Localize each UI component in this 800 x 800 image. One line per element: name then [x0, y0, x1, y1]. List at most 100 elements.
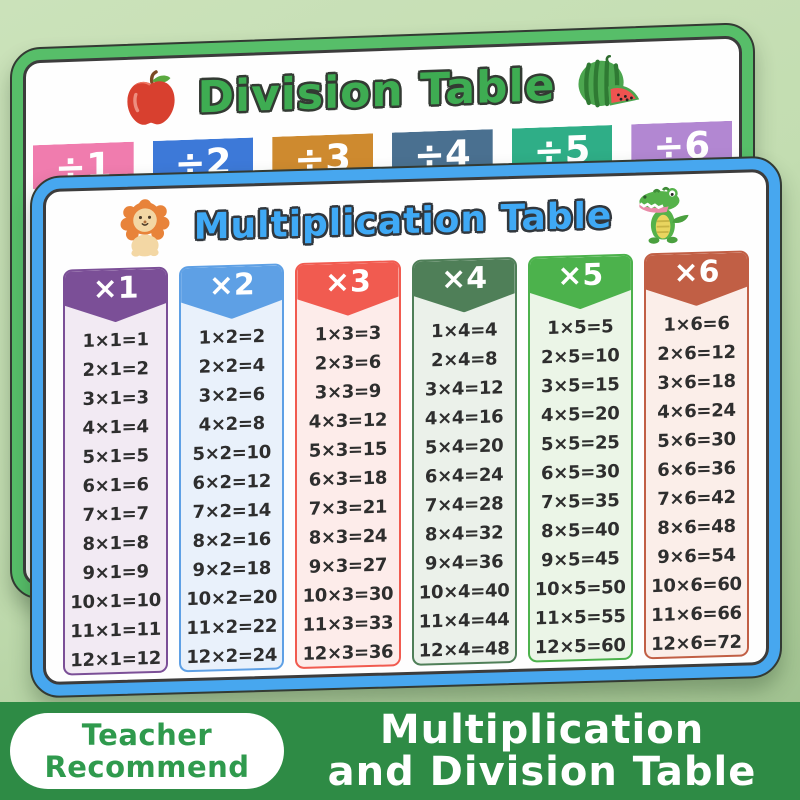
lion-icon [116, 197, 174, 259]
equation: 1×3=3 [314, 322, 382, 346]
column-rows: 1×6=6 2×6=12 3×6=18 4×6=24 5×6=30 6×6=36 7×6=4… [646, 304, 747, 659]
column-header: ×3 [297, 262, 398, 317]
equation: 1×6=6 [663, 312, 730, 336]
crocodile-icon [632, 182, 696, 246]
equation: 8×4=32 [424, 522, 504, 546]
equation: 7×2=14 [192, 499, 271, 523]
multiplication-title-row: Multiplication Table [46, 180, 766, 262]
equation: 1×5=5 [547, 316, 614, 340]
equation: 2×5=10 [541, 345, 620, 369]
equation: 8×2=16 [192, 528, 271, 552]
column-header: ×2 [181, 265, 282, 320]
teacher-recommend-badge: Teacher Recommend [10, 713, 284, 789]
equation: 11×5=55 [534, 605, 626, 630]
equation: 5×3=15 [308, 438, 388, 462]
equation: 6×2=12 [192, 470, 271, 494]
equation: 3×5=15 [541, 374, 620, 398]
column-rows: 1×2=2 2×2=4 3×2=6 4×2=8 5×2=10 6×2=12 7×2=14 8×… [181, 317, 282, 672]
equation: 12×2=24 [186, 644, 278, 669]
multiplication-column-x5: ×5 1×5=5 2×5=10 3×5=15 4×5=20 5×5=25 6×5=30 7×5… [527, 253, 633, 663]
equation: 4×6=24 [657, 399, 736, 423]
multiplication-table-poster: Multiplication Table [30, 155, 782, 699]
equation: 4×3=12 [308, 409, 388, 433]
equation: 6×3=18 [308, 467, 388, 491]
equation: 11×4=44 [418, 609, 510, 633]
equation: 8×6=48 [657, 515, 736, 539]
equation: 3×1=3 [82, 387, 149, 411]
equation: 2×4=8 [430, 348, 498, 372]
equation: 9×4=36 [424, 551, 504, 575]
equation: 9×6=54 [657, 544, 736, 568]
equation: 6×5=30 [541, 461, 620, 485]
column-rows: 1×4=4 2×4=8 3×4=12 4×4=16 5×4=20 6×4=24 7×4=28… [414, 311, 515, 666]
equation: 4×5=20 [541, 403, 620, 427]
column-header: ×1 [65, 269, 166, 324]
equation: 11×2=22 [186, 615, 278, 640]
equation: 12×1=12 [70, 647, 161, 672]
equation: 7×1=7 [82, 503, 149, 527]
equation: 10×3=30 [302, 583, 394, 607]
equation: 5×1=5 [82, 445, 149, 469]
division-title-row: Division Table [26, 47, 739, 136]
equation: 6×6=36 [657, 457, 736, 481]
equation: 11×6=66 [651, 602, 742, 627]
equation: 5×2=10 [192, 441, 271, 465]
equation: 12×6=72 [651, 631, 742, 656]
equation: 10×6=60 [651, 573, 742, 598]
equation: 4×1=4 [82, 416, 149, 440]
multiplication-poster-surface: Multiplication Table [43, 168, 769, 686]
equation: 12×5=60 [534, 634, 626, 659]
equation: 11×1=11 [70, 618, 161, 643]
division-table-poster: Division Table ÷1 ÷2 ÷3 ÷4 ÷5 ÷6 [10, 21, 755, 601]
multiplication-column-x2: ×2 1×2=2 2×2=4 3×2=6 4×2=8 5×2=10 6×2=12 7×2=14… [179, 263, 285, 673]
equation: 3×3=9 [314, 380, 382, 404]
multiplication-column-x3: ×3 1×3=3 2×3=6 3×3=9 4×3=12 5×3=15 6×3=18 7×3=2… [295, 260, 401, 670]
equation: 1×4=4 [430, 319, 498, 343]
badge-line-2: Recommend [44, 750, 250, 784]
equation: 3×4=12 [424, 377, 504, 401]
equation: 12×4=48 [418, 638, 510, 662]
equation: 5×6=30 [657, 428, 736, 452]
equation: 1×2=2 [198, 325, 265, 349]
division-title: Division Table [197, 59, 556, 123]
equation: 5×5=25 [541, 432, 620, 456]
multiplication-column-x6: ×6 1×6=6 2×6=12 3×6=18 4×6=24 5×6=30 6×6=36 7×6… [643, 250, 750, 660]
equation: 8×1=8 [82, 532, 149, 556]
badge-line-1: Teacher [81, 718, 213, 752]
equation: 4×4=16 [424, 406, 504, 430]
equation: 8×5=40 [541, 519, 620, 543]
column-header: ×4 [414, 259, 515, 314]
equation: 7×6=42 [657, 486, 736, 510]
equation: 7×5=35 [541, 490, 620, 514]
equation: 10×4=40 [418, 580, 510, 604]
multiplication-column-x1: ×1 1×1=1 2×1=2 3×1=3 4×1=4 5×1=5 6×1=6 7×1=7 8×1… [63, 266, 169, 676]
equation: 10×1=10 [70, 589, 161, 614]
equation: 6×4=24 [424, 464, 504, 488]
footer-band: Teacher Recommend Multiplication and Div… [0, 702, 800, 800]
column-header: ×5 [530, 256, 631, 311]
equation: 2×2=4 [198, 354, 265, 378]
equation: 9×1=9 [82, 561, 149, 585]
equation: 7×3=21 [308, 496, 388, 520]
equation: 2×6=12 [657, 341, 736, 365]
equation: 8×3=24 [308, 525, 388, 549]
watermelon-icon [575, 54, 641, 112]
equation: 9×5=45 [541, 548, 620, 572]
equation: 3×2=6 [198, 383, 265, 407]
column-rows: 1×5=5 2×5=10 3×5=15 4×5=20 5×5=25 6×5=30 7×5=3… [530, 308, 631, 663]
multiplication-column-x4: ×4 1×4=4 2×4=8 3×4=12 4×4=16 5×4=20 6×4=24 7×4=… [411, 256, 517, 666]
equation: 12×3=36 [302, 641, 394, 665]
product-title: Multiplication and Division Table [284, 709, 800, 795]
multiplication-title: Multiplication Table [193, 194, 613, 248]
column-rows: 1×3=3 2×3=6 3×3=9 4×3=12 5×3=15 6×3=18 7×3=21 8… [297, 314, 398, 669]
equation: 4×2=8 [198, 412, 265, 436]
equation: 1×1=1 [82, 329, 149, 353]
column-rows: 1×1=1 2×1=2 3×1=3 4×1=4 5×1=5 6×1=6 7×1=7 8×1=8… [65, 321, 166, 676]
product-title-line-2: and Division Table [327, 748, 757, 795]
division-poster-surface: Division Table ÷1 ÷2 ÷3 ÷4 ÷5 ÷6 [23, 35, 742, 587]
column-header: ×6 [646, 252, 747, 307]
equation: 2×3=6 [314, 351, 382, 375]
apple-icon [124, 69, 178, 129]
equation: 5×4=20 [424, 435, 504, 459]
equation: 10×5=50 [534, 576, 626, 601]
